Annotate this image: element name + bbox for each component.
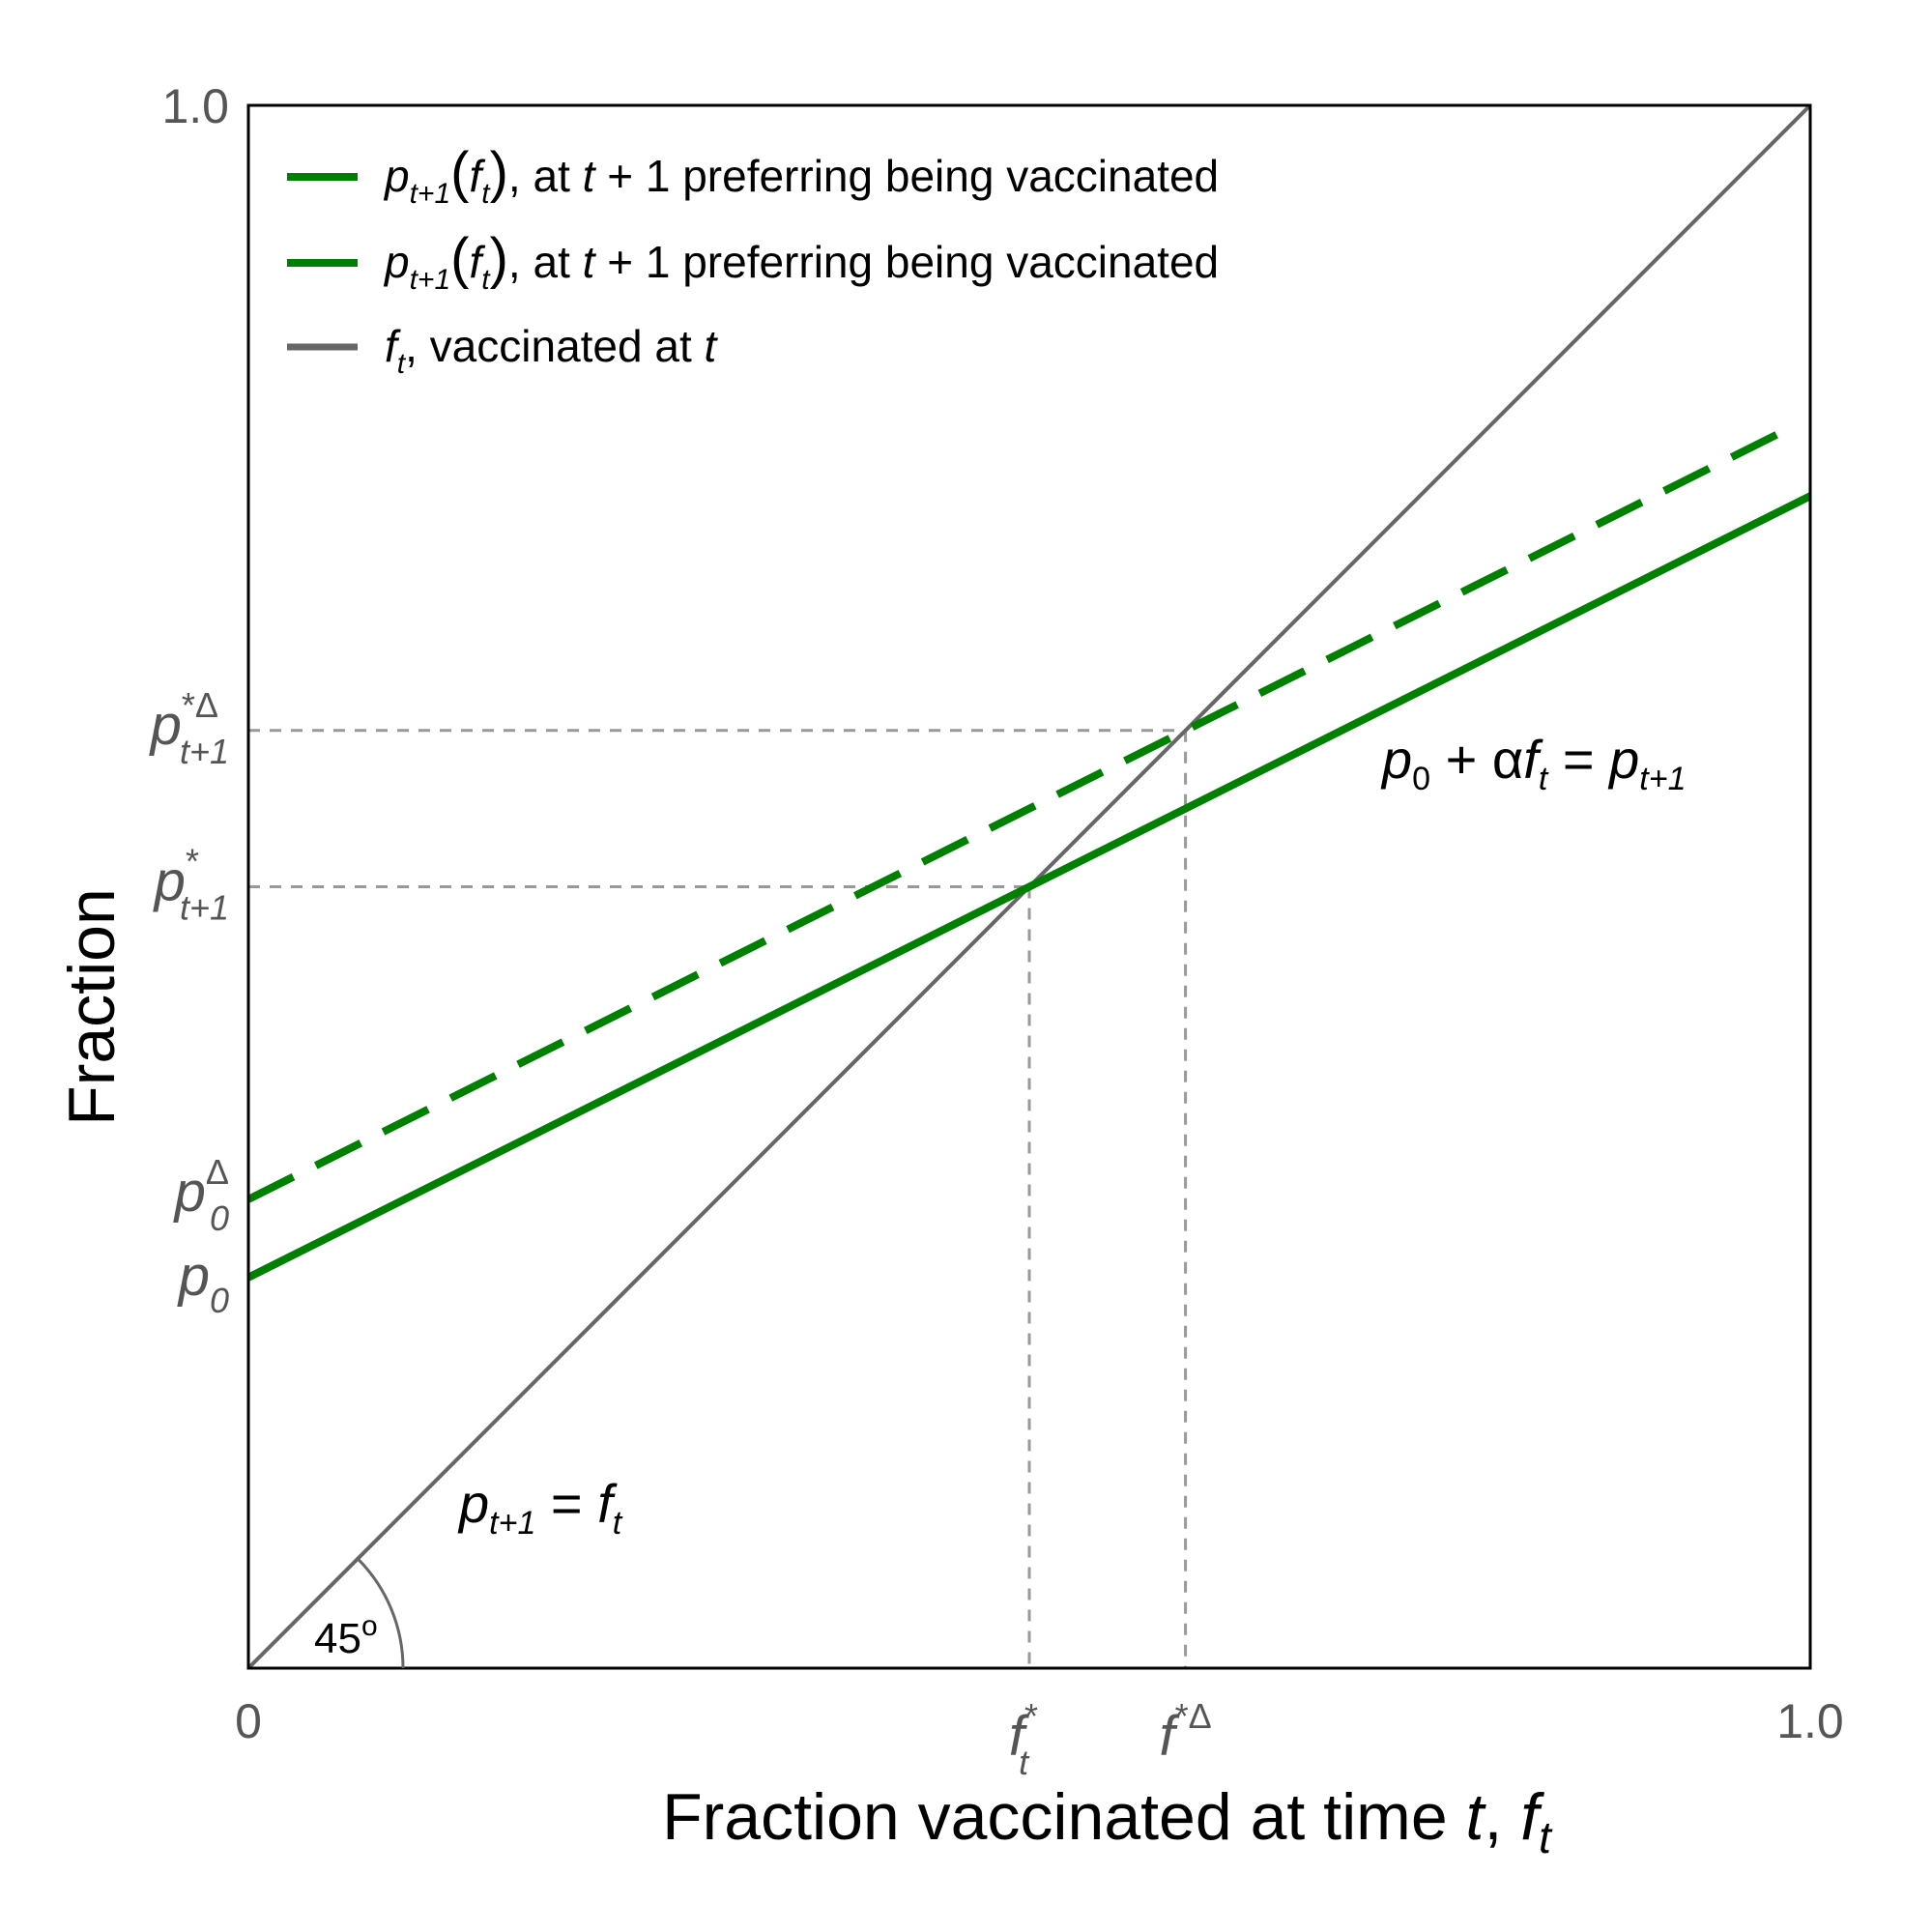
legend-label-2: pt+1(ft), at t + 1 preferring being vacc…: [383, 227, 1219, 296]
y-tick-p0-delta: pΔ 0: [173, 1152, 229, 1238]
x-tick-f-star: f* t: [1009, 1696, 1038, 1782]
x-tick-label-1: 1.0: [1776, 1694, 1844, 1748]
angle-arc: [357, 1557, 405, 1669]
x-axis-label: Fraction vaccinated at time t, ft: [662, 1780, 1553, 1862]
series-line-1: [246, 492, 1812, 1282]
legend-label-3: ft, vaccinated at t: [385, 321, 719, 380]
line-equation: p0 + αft = pt+1: [1380, 729, 1687, 797]
y-tick-p-star: p* t+1: [153, 842, 229, 928]
series-layer: [246, 103, 1812, 1670]
legend-label-1: pt+1(ft), at t + 1 preferring being vacc…: [383, 141, 1219, 210]
angle-label: 45o: [314, 1610, 378, 1662]
legend: pt+1(ft), at t + 1 preferring being vacc…: [287, 141, 1219, 380]
series-line-2: [246, 429, 1781, 1203]
y-tick-p0: p0: [177, 1245, 229, 1320]
y-axis-label: Fraction: [55, 888, 129, 1126]
tick-labels: 0 1.0 1.0 p0 pΔ 0 p* t+1 p*Δ t+1 f* t f*Δ: [149, 79, 1844, 1782]
y-tick-p-star-delta: p*Δ t+1: [149, 685, 229, 771]
guide-lines: [248, 729, 1188, 1668]
plot-frame: [246, 103, 1812, 1670]
x-tick-label-0: 0: [235, 1694, 262, 1748]
y-tick-label-0: 1.0: [161, 79, 229, 133]
x-tick-f-star-delta: f*Δ: [1160, 1696, 1212, 1768]
diagonal-equation: pt+1 = ft: [457, 1473, 623, 1542]
